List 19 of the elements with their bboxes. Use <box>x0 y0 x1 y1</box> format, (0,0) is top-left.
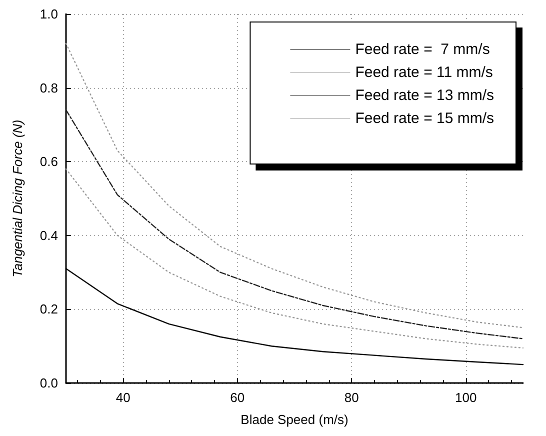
legend-label: Feed rate = 11 mm/s <box>355 64 493 81</box>
x-axis-title: Blade Speed (m/s) <box>240 412 348 427</box>
line-series <box>65 168 524 349</box>
legend-label: Feed rate = 13 mm/s <box>355 87 494 104</box>
x-tick-label: 40 <box>116 390 130 405</box>
legend-label: Feed rate = 15 mm/s <box>355 110 494 127</box>
y-tick-label: 0.2 <box>40 302 58 317</box>
y-tick-label: 0.0 <box>40 376 58 390</box>
y-axis-title: Tangential Dicing Force (N) <box>10 120 25 278</box>
x-tick-label: 60 <box>230 390 245 405</box>
y-tick-label: 1.0 <box>40 6 58 22</box>
legend-label: Feed rate = 7 mm/s <box>355 41 490 58</box>
y-tick-label: 0.8 <box>40 80 58 96</box>
y-tick-label: 0.4 <box>40 228 58 243</box>
line-series <box>65 42 524 328</box>
x-tick-label: 100 <box>455 390 477 405</box>
line-series <box>65 109 524 340</box>
y-tick-label: 0.6 <box>40 154 58 170</box>
x-tick-label: 80 <box>344 390 359 405</box>
